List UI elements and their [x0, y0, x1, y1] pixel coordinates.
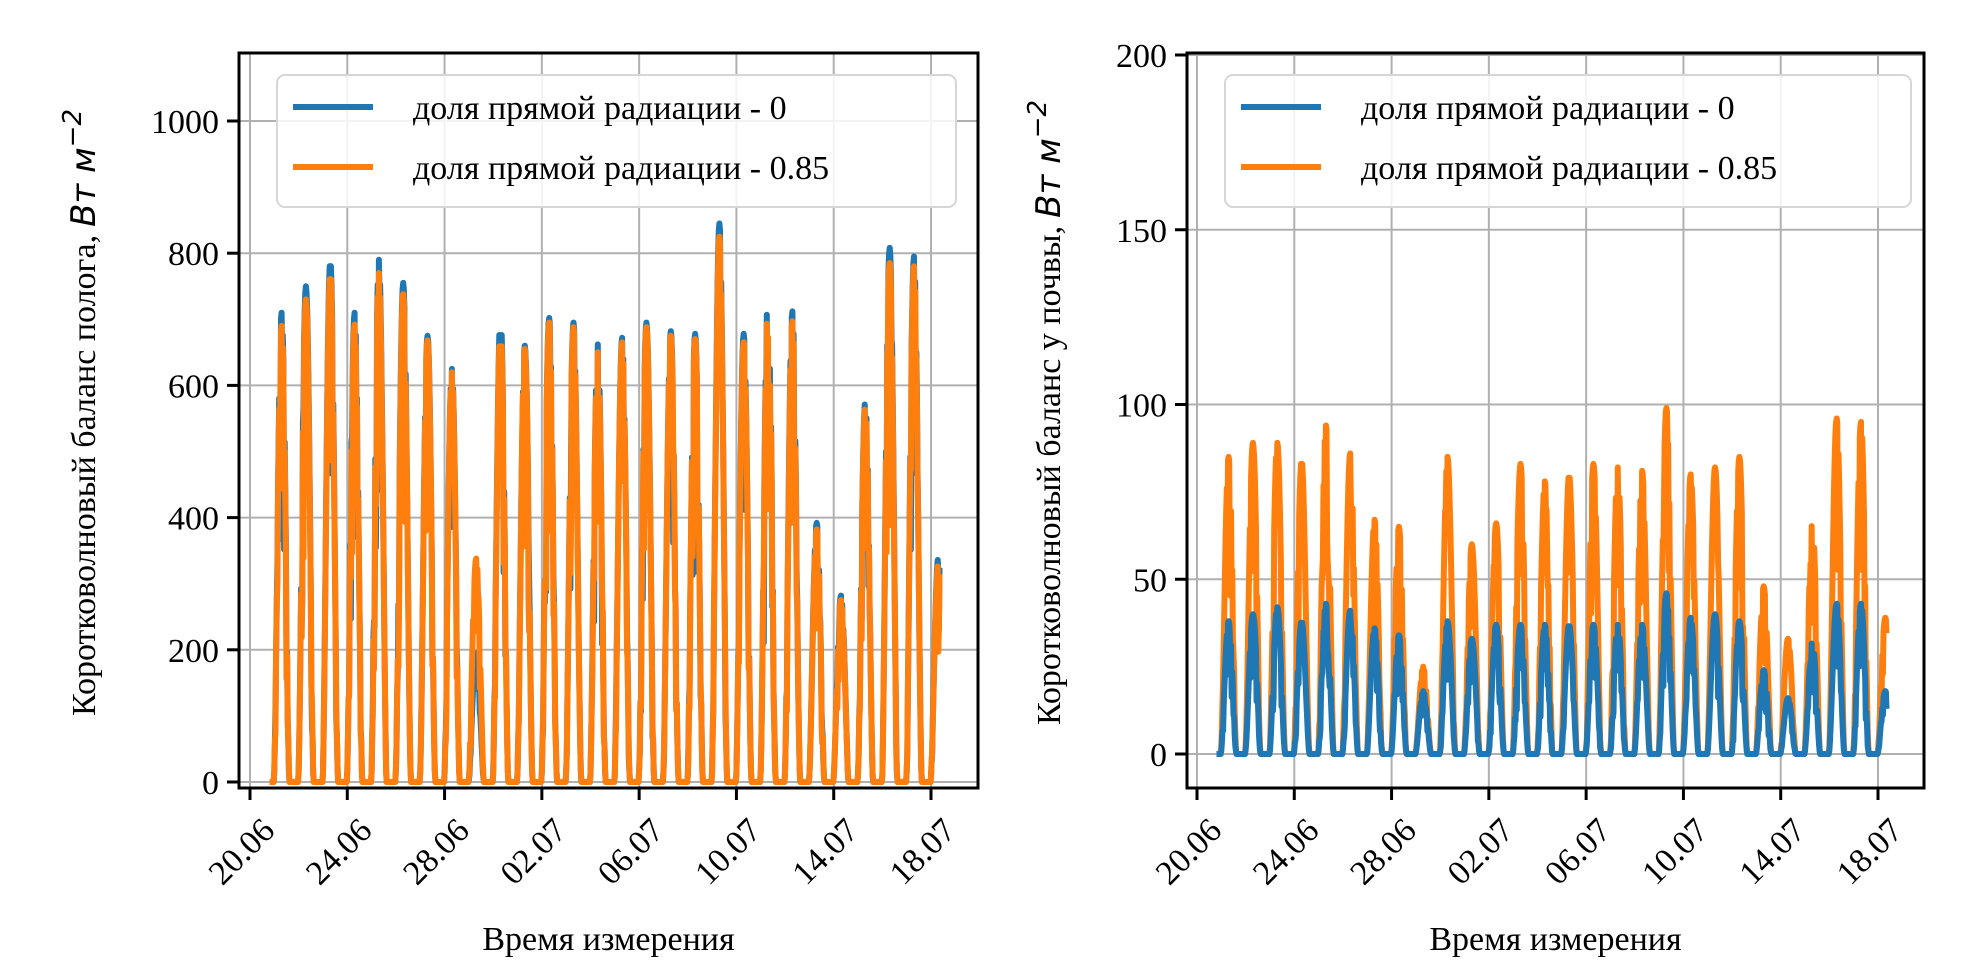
soil-balance-chart: 20.06 24.06 28.06 02.07 06.07 10.07 14.07 18.07… [1023, 38, 1926, 958]
x-tick-label: 02.07 [494, 812, 574, 892]
y-tick-label: 200 [168, 633, 219, 670]
legend-label-1: доля прямой радиации - 0.85 [413, 150, 829, 187]
axes-frame [1185, 51, 1926, 790]
x-tick-label: 02.07 [1441, 812, 1521, 892]
legend: доля прямой радиации - 0 доля прямой ради… [1224, 74, 1912, 208]
x-tick-label: 28.06 [396, 812, 476, 892]
axes-frame [237, 51, 980, 790]
y-tick-label: 1000 [151, 104, 219, 141]
x-tick-label: 18.07 [883, 812, 963, 892]
x-tick-label: 28.06 [1343, 812, 1423, 892]
y-axis-label-unit: Вт м [1029, 138, 1069, 218]
y-tick-label: 600 [168, 368, 219, 405]
y-axis-label: Коротковолновый баланс полога, Вт м−2 [58, 109, 104, 716]
y-tick-label: 0 [1150, 737, 1167, 774]
y-tick-label: 200 [1116, 38, 1167, 75]
legend-label-1: доля прямой радиации - 0.85 [1361, 150, 1777, 187]
x-tick-label: 18.07 [1830, 812, 1910, 892]
legend-box [276, 74, 957, 208]
y-tick-label: 50 [1133, 562, 1167, 599]
series-line-1 [1214, 590, 1890, 757]
y-axis-label-exponent: −2 [1023, 100, 1053, 138]
y-axis-label-unit: Вт м [64, 147, 104, 227]
x-tick-label: 24.06 [1246, 812, 1326, 892]
y-tick-label: 400 [168, 501, 219, 538]
y-tick-label: 800 [168, 236, 219, 273]
canopy-balance-chart: 20.06 24.06 28.06 02.07 06.07 10.07 14.07 18.07… [58, 51, 980, 958]
x-tick-label: 06.07 [591, 812, 671, 892]
y-axis-label-exponent: −2 [58, 109, 88, 147]
y-axis-label-text: Коротковолновый баланс полога, [66, 235, 103, 716]
x-tick-label: 10.07 [688, 812, 768, 892]
x-tick-label: 20.06 [1149, 812, 1229, 892]
x-axis-label: Время измерения [1429, 921, 1682, 958]
x-tick-label: 06.07 [1538, 812, 1618, 892]
series-line-1 [267, 233, 943, 785]
y-tick-label: 150 [1116, 213, 1167, 250]
x-axis-label: Время измерения [482, 921, 735, 958]
legend-label-0: доля прямой радиации - 0 [413, 90, 787, 127]
x-tick-label: 14.07 [786, 812, 866, 892]
legend-box [1224, 74, 1912, 208]
x-tick-label: 20.06 [202, 812, 282, 892]
y-axis-label: Коротковолновый баланс у почвы, Вт м−2 [1023, 100, 1069, 725]
y-tick-label: 0 [202, 765, 219, 802]
x-tick-label: 10.07 [1635, 812, 1715, 892]
y-tick-label: 100 [1116, 388, 1167, 425]
x-tick-label: 14.07 [1733, 812, 1813, 892]
legend-label-0: доля прямой радиации - 0 [1361, 90, 1735, 127]
legend: доля прямой радиации - 0 доля прямой ради… [276, 74, 957, 208]
x-tick-label: 24.06 [299, 812, 379, 892]
y-axis-label-text: Коротковолновый баланс у почвы, [1031, 226, 1068, 725]
